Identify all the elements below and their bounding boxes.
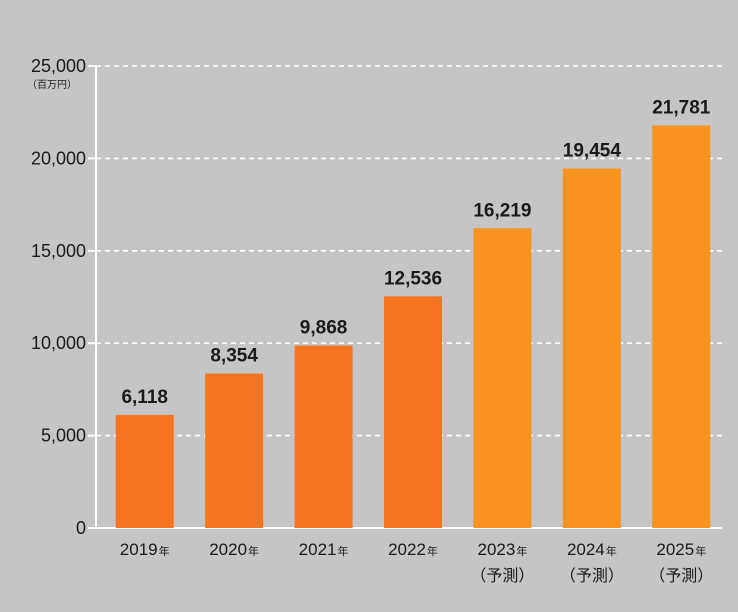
bar-2024 [562, 168, 621, 528]
y-tick-label: 5,000 [41, 426, 86, 446]
data-label-2024: 19,454 [563, 140, 622, 161]
y-tick-label: 20,000 [31, 148, 86, 168]
x-tick-note-2023: （予測） [470, 567, 534, 585]
x-tick-label-2025: 2025年 [656, 540, 706, 559]
bar-2022 [384, 296, 442, 528]
bar-2023 [473, 228, 532, 528]
x-tick-label-2022: 2022年 [388, 540, 438, 559]
data-label-2022: 12,536 [384, 268, 442, 289]
labels: 0 5,000 10,000 15,000 20,000 25,000 （百万円） 6,118… [27, 56, 713, 585]
y-tick-label: 15,000 [31, 241, 86, 261]
y-tick-label: 10,000 [31, 333, 86, 353]
data-label-2021: 9,868 [300, 318, 348, 339]
data-label-2020: 8,354 [210, 346, 258, 367]
bars [115, 125, 711, 528]
data-label-2023: 16,219 [473, 200, 531, 221]
y-tick-label: 25,000 [31, 56, 86, 76]
x-tick-label-2020: 2020年 [209, 540, 259, 559]
x-tick-label-2019: 2019年 [120, 540, 170, 559]
bar-2019 [115, 414, 174, 528]
x-tick-note-2025: （予測） [649, 567, 713, 585]
data-label-2025: 21,781 [652, 97, 711, 118]
data-label-2019: 6,118 [121, 387, 168, 408]
bar-2021 [294, 345, 353, 528]
x-tick-label-2021: 2021年 [299, 540, 349, 559]
y-unit-label: （百万円） [27, 79, 77, 91]
x-tick-note-2024: （予測） [560, 567, 624, 585]
x-tick-label-2024: 2024年 [567, 540, 617, 559]
bar-2020 [205, 373, 264, 528]
bar-2025 [652, 125, 711, 528]
y-tick-label: 0 [76, 518, 86, 538]
x-tick-label-2023: 2023年 [478, 540, 528, 559]
